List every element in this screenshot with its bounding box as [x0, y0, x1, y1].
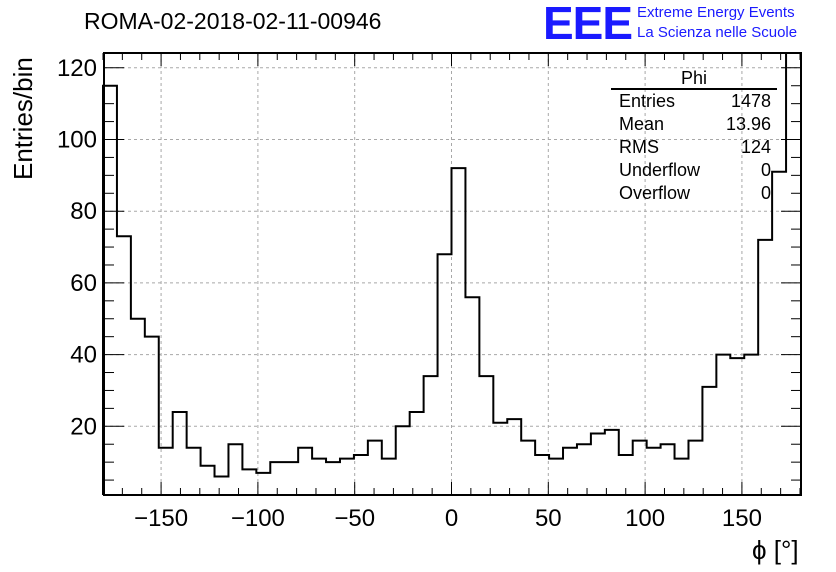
histogram-bin	[675, 459, 689, 495]
logo-line-2: La Scienza nelle Scuole	[637, 24, 798, 41]
stats-label: Mean	[619, 114, 665, 134]
stats-label: Entries	[619, 91, 676, 111]
histogram-bin	[410, 412, 424, 495]
histogram-bin	[103, 86, 117, 495]
x-tick-label: 50	[535, 505, 562, 532]
histogram-bin	[786, 53, 800, 495]
histogram-bin	[228, 444, 242, 495]
x-tick-label: 100	[625, 505, 665, 532]
histogram-bin	[521, 441, 535, 495]
y-tick-label: 40	[70, 342, 97, 369]
histogram-bin	[131, 319, 145, 495]
x-tick-label: 0	[445, 505, 458, 532]
histogram-bin	[340, 459, 354, 495]
logo-line-1: Extreme Energy Events	[637, 4, 795, 21]
histogram-bin	[479, 376, 493, 495]
histogram-bin	[173, 412, 187, 495]
histogram-bin	[563, 448, 577, 495]
eee-logo-text: Extreme Energy Events La Scienza nelle S…	[637, 3, 797, 43]
histogram-bin	[256, 473, 270, 495]
histogram-bin	[661, 444, 675, 495]
stats-label: Underflow	[619, 160, 701, 180]
x-tick-label: 150	[722, 505, 762, 532]
plot-frame	[103, 52, 802, 496]
stats-label: RMS	[619, 137, 659, 157]
stats-value: 1478	[730, 91, 771, 111]
histogram-bin	[549, 459, 563, 495]
eee-logo: EEE	[543, 0, 633, 49]
stats-box: Phi Entries 1478 Mean 13.96 RMS 124 Underfl…	[611, 68, 777, 205]
histogram-bin	[605, 430, 619, 495]
histogram-bin	[507, 419, 521, 495]
histogram-bin	[438, 254, 452, 495]
histogram-bin	[577, 444, 591, 495]
stats-label: Overflow	[619, 183, 691, 203]
stats-row: Underflow 0	[611, 159, 777, 182]
histogram-bin	[368, 441, 382, 495]
x-axis-label: ϕ [°]	[752, 535, 799, 565]
stats-row: RMS 124	[611, 136, 777, 159]
stats-value: 0	[760, 160, 771, 180]
histogram-bin	[298, 448, 312, 495]
histogram-bin	[145, 337, 159, 495]
histogram-bin	[424, 376, 438, 495]
x-tick-label: −100	[231, 505, 285, 532]
histogram-bin	[535, 455, 549, 495]
stats-title: Phi	[611, 68, 777, 90]
y-tick-label: 80	[70, 198, 97, 225]
histogram-bin	[326, 462, 340, 495]
stats-value: 124	[740, 137, 771, 157]
stats-row: Overflow 0	[611, 182, 777, 205]
histogram-bin	[201, 466, 215, 495]
histogram-bin	[744, 355, 758, 495]
histogram-bin	[758, 240, 772, 495]
y-tick-label: 100	[57, 127, 97, 154]
histogram-bin	[354, 455, 368, 495]
histogram-bin	[647, 448, 661, 495]
histogram-bin	[284, 462, 298, 495]
histogram-bin	[465, 297, 479, 495]
stats-value: 0	[760, 183, 771, 203]
histogram-bin	[215, 476, 229, 495]
y-axis-label: Entries/bin	[8, 57, 38, 180]
histogram-bin	[117, 236, 131, 495]
histogram-bin	[242, 469, 256, 495]
histogram-bin	[688, 441, 702, 495]
histogram-bin	[493, 423, 507, 495]
x-tick-label: −50	[334, 505, 375, 532]
histogram-outline	[102, 52, 800, 495]
chart-title: ROMA-02-2018-02-11-00946	[84, 8, 382, 34]
y-tick-label: 20	[70, 413, 97, 440]
stats-value: 13.96	[725, 114, 771, 134]
histogram-bin	[772, 172, 786, 495]
histogram-bin	[187, 448, 201, 495]
histogram-bin	[716, 355, 730, 495]
stats-row: Mean 13.96	[611, 113, 777, 136]
histogram-bin	[312, 459, 326, 495]
histogram-bin	[396, 426, 410, 495]
y-tick-label: 120	[57, 55, 97, 82]
histogram-bin	[452, 168, 466, 495]
y-tick-label: 60	[70, 270, 97, 297]
histogram-bin	[591, 433, 605, 495]
x-tick-label: −150	[134, 505, 188, 532]
stats-row: Entries 1478	[611, 90, 777, 113]
histogram-bin	[633, 441, 647, 495]
histogram-bin	[702, 387, 716, 495]
